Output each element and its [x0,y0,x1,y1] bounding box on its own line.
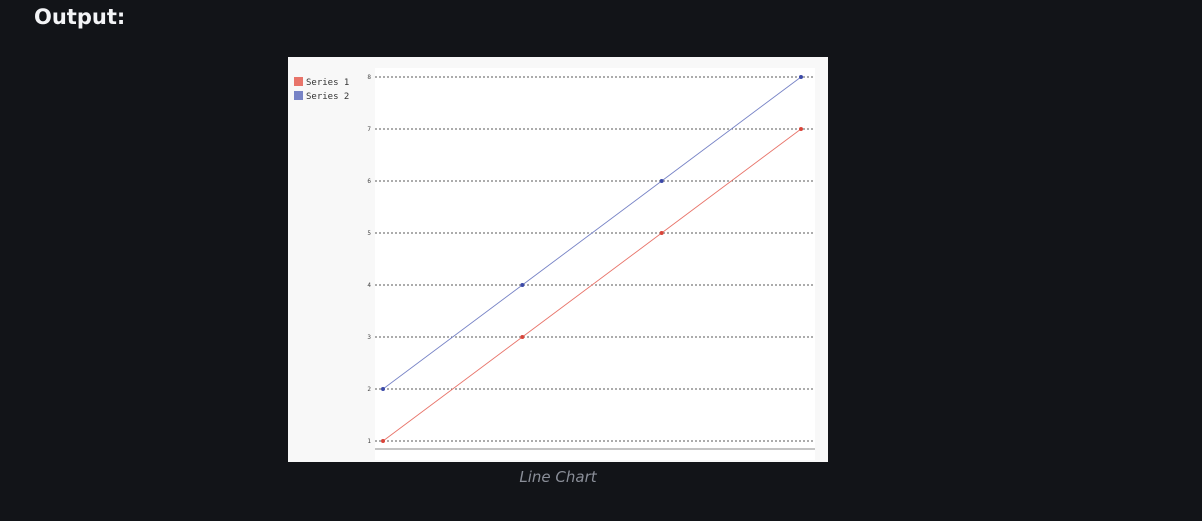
legend-label-series-2: Series 2 [306,92,349,102]
y-tick-label-2: 2 [367,386,371,393]
line-chart-svg: 1 2 3 4 5 6 7 8 Series 1 Series 2 [294,68,815,460]
plot-area [375,68,815,460]
legend-item-series-1: Series 1 [294,77,349,88]
y-tick-label-7: 7 [367,126,371,133]
legend-item-series-2: Series 2 [294,91,349,102]
chart-caption: Line Chart [519,468,597,486]
series-1-point-3 [659,231,664,235]
series-1-point-2 [520,335,525,339]
y-tick-label-1: 1 [367,438,371,445]
line-chart: 1 2 3 4 5 6 7 8 Series 1 Series 2 [288,57,828,462]
series-2-point-1 [381,387,385,391]
y-tick-label-4: 4 [367,282,371,289]
y-tick-label-5: 5 [367,230,371,237]
series-lines [381,75,803,443]
y-axis-tick-labels: 1 2 3 4 5 6 7 8 [367,74,371,445]
series-line-1 [382,128,802,442]
legend-swatch-series-2 [294,91,303,100]
series-1-point-1 [381,439,385,443]
series-2-point-3 [659,179,664,183]
grid-lines [375,76,815,442]
output-heading: Output: [34,5,126,29]
y-tick-label-3: 3 [367,334,371,341]
y-tick-label-8: 8 [367,74,371,81]
series-2-point-4 [799,75,803,79]
series-2-point-2 [520,283,525,287]
series-1-point-4 [799,127,803,131]
legend: Series 1 Series 2 [294,77,349,102]
y-tick-label-6: 6 [367,178,371,185]
series-line-2 [382,76,802,390]
legend-label-series-1: Series 1 [306,78,349,88]
legend-swatch-series-1 [294,77,303,86]
